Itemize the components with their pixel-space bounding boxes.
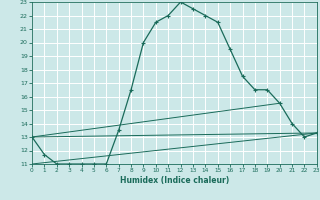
X-axis label: Humidex (Indice chaleur): Humidex (Indice chaleur) <box>120 176 229 185</box>
